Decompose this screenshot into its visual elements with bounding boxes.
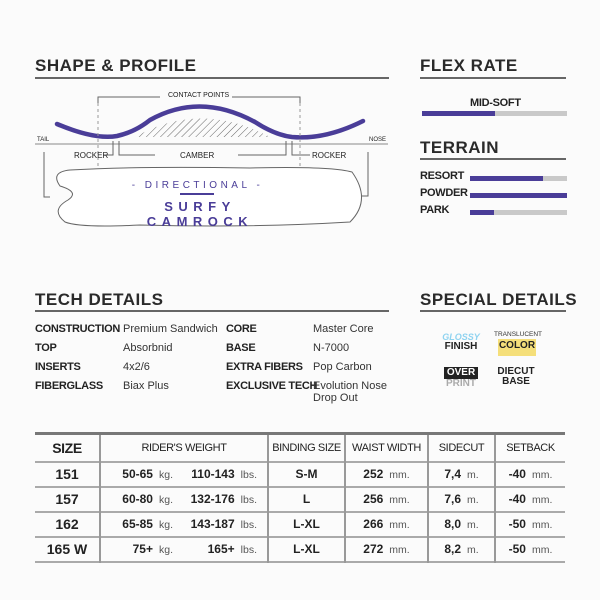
sidecut-cell: 7,6 m. xyxy=(427,486,495,512)
size-cell: 151 xyxy=(55,466,79,482)
header-sidecut: SIDECUT xyxy=(427,433,495,462)
tech-key: TOP xyxy=(35,342,57,354)
header-waist: WAIST WIDTH xyxy=(344,433,428,462)
terrain-bar xyxy=(470,210,567,215)
tech-value: Master Core xyxy=(313,323,374,335)
flex-bar xyxy=(422,111,567,116)
over-print-icon: OVER PRINT xyxy=(444,367,478,389)
shape-profile-title: SHAPE & PROFILE xyxy=(35,56,197,75)
tech-value: N-7000 xyxy=(313,342,350,354)
divider xyxy=(420,77,566,79)
sidecut-cell: 8,0 m. xyxy=(427,511,495,537)
flex-rate-title: FLEX RATE xyxy=(420,56,518,75)
tech-value: Absorbnid xyxy=(123,342,173,354)
profile-curve xyxy=(54,104,366,140)
rocker-right-label: ROCKER xyxy=(312,151,347,160)
binding-cell: L-XL xyxy=(267,511,345,537)
weight-cell: 65-85 kg. 143-187 lbs. xyxy=(99,511,268,537)
diecut-base-icon: DIECUT BASE xyxy=(497,366,535,387)
tech-value: Premium Sandwich xyxy=(123,323,218,335)
tech-value: Pop Carbon xyxy=(313,361,372,373)
table-row: 151 50-65 kg. 110-143 lbs. S-M 252 mm. 7,4 m.… xyxy=(35,461,565,487)
shape-type: - DIRECTIONAL - xyxy=(131,180,264,191)
special-details-title: SPECIAL DETAILS xyxy=(420,290,578,309)
table-row: 157 60-80 kg. 132-176 lbs. L 256 mm. 7,6 m. -… xyxy=(35,486,565,512)
binding-cell: L xyxy=(267,486,345,512)
flex-fill xyxy=(422,111,495,116)
rocker-left-label: ROCKER xyxy=(74,151,109,160)
terrain-fill xyxy=(470,193,567,198)
header-setback: SETBACK xyxy=(494,433,565,462)
tech-key: EXCLUSIVE TECH xyxy=(226,380,318,392)
terrain-title: TERRAIN xyxy=(420,138,500,157)
divider xyxy=(35,310,389,312)
weight-cell: 75+ kg. 165+ lbs. xyxy=(99,536,268,562)
profile-type: SURFY CAMROCK xyxy=(146,199,254,229)
table-row: 162 65-85 kg. 143-187 lbs. L-XL 266 mm. 8,0 m… xyxy=(35,511,565,537)
size-cell: 157 xyxy=(55,491,79,507)
weight-cell: 60-80 kg. 132-176 lbs. xyxy=(99,486,268,512)
header-weight: RIDER'S WEIGHT xyxy=(99,433,268,462)
terrain-label-park: PARK xyxy=(420,204,450,216)
tail-label: TAIL xyxy=(37,137,50,143)
terrain-bar xyxy=(470,193,567,198)
header-binding: BINDING SIZE xyxy=(267,433,345,462)
terrain-bar xyxy=(470,176,567,181)
translucent-color-icon: TRANSLUCENT COLOR xyxy=(494,331,542,356)
size-cell: 165 W xyxy=(46,541,88,557)
board-outline xyxy=(56,166,362,227)
terrain-label-powder: POWDER xyxy=(420,187,468,199)
weight-cell: 50-65 kg. 110-143 lbs. xyxy=(99,461,268,487)
glossy-finish-icon: GLOSSY FINISH xyxy=(442,332,480,352)
divider xyxy=(420,310,566,312)
tech-value: Evolution Nose Drop Out xyxy=(313,380,387,404)
contact-points-label: CONTACT POINTS xyxy=(165,92,233,99)
setback-cell: -40 mm. xyxy=(494,486,565,512)
tech-key: CONSTRUCTION xyxy=(35,323,121,335)
waist-cell: 256 mm. xyxy=(344,486,428,512)
waist-cell: 266 mm. xyxy=(344,511,428,537)
profile-diagram xyxy=(35,96,388,227)
nose-label: NOSE xyxy=(369,137,387,143)
sidecut-cell: 8,2 m. xyxy=(427,536,495,562)
camber-hatch xyxy=(135,118,270,137)
setback-cell: -50 mm. xyxy=(494,511,565,537)
table-row: 165 W 75+ kg. 165+ lbs. L-XL 272 mm. 8,2 m. -… xyxy=(35,536,565,562)
flex-value: MID-SOFT xyxy=(470,97,521,109)
tech-value: Biax Plus xyxy=(123,380,169,392)
tech-key: BASE xyxy=(226,342,256,354)
setback-cell: -50 mm. xyxy=(494,536,565,562)
size-table: SIZE RIDER'S WEIGHT BINDING SIZE WAIST W… xyxy=(35,432,565,563)
sidecut-cell: 7,4 m. xyxy=(427,461,495,487)
tech-key: INSERTS xyxy=(35,361,81,373)
binding-cell: L-XL xyxy=(267,536,345,562)
tech-value: 4x2/6 xyxy=(123,361,150,373)
divider xyxy=(420,158,566,160)
terrain-label-resort: RESORT xyxy=(420,170,465,182)
tech-key: FIBERGLASS xyxy=(35,380,103,392)
size-cell: 162 xyxy=(55,516,79,532)
waist-cell: 272 mm. xyxy=(344,536,428,562)
setback-cell: -40 mm. xyxy=(494,461,565,487)
header-size: SIZE xyxy=(52,439,82,456)
camber-label: CAMBER xyxy=(180,151,215,160)
terrain-fill xyxy=(470,176,543,181)
waist-cell: 252 mm. xyxy=(344,461,428,487)
binding-cell: S-M xyxy=(267,461,345,487)
tech-key: EXTRA FIBERS xyxy=(226,361,303,373)
tech-key: CORE xyxy=(226,323,257,335)
terrain-fill xyxy=(470,210,495,215)
divider xyxy=(35,77,389,79)
tech-details-title: TECH DETAILS xyxy=(35,290,164,309)
